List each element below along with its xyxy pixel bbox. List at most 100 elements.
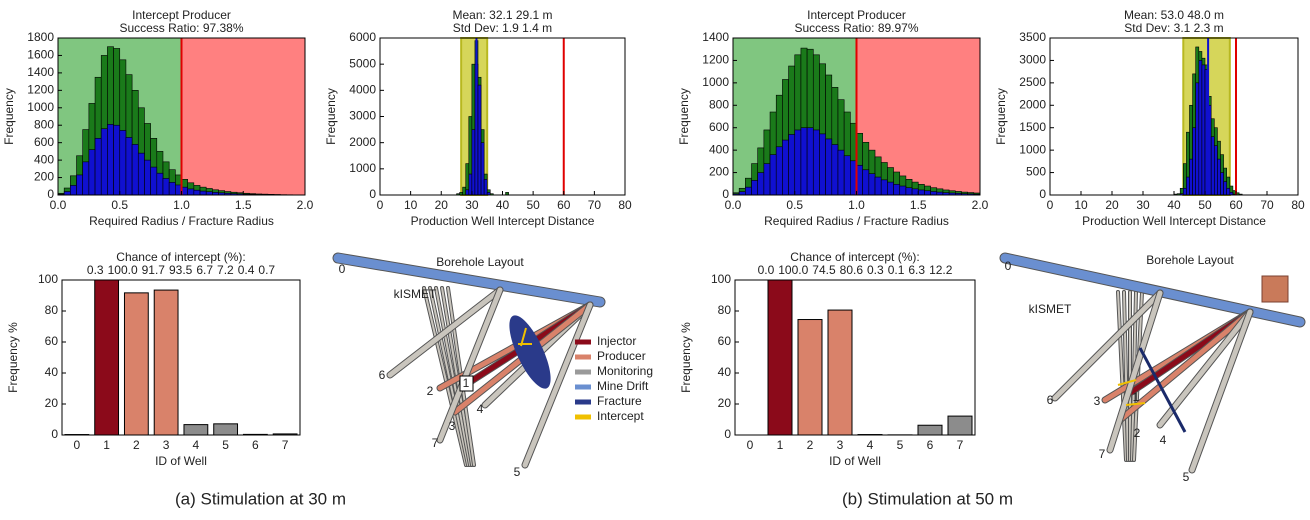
y-tick-label: 0: [722, 187, 729, 201]
chart-subtitle: Std Dev: 3.1 2.3 m: [1124, 21, 1223, 35]
hist-bar: [894, 184, 900, 195]
hist-bar: [924, 191, 930, 195]
x-tick-label: 1.5: [235, 198, 252, 212]
y-tick-label: 0: [51, 427, 58, 441]
region: [182, 38, 306, 195]
chart-title: Chance of intercept (%):: [116, 250, 245, 264]
y-tick-label: 0: [369, 187, 376, 201]
hist-bar: [481, 143, 484, 195]
hist-bar: [1221, 173, 1224, 195]
x-tick-label: 0.5: [111, 198, 128, 212]
x-tick-label: 1: [103, 438, 110, 452]
legend-label: Fracture: [597, 394, 642, 408]
x-tick-label: 1.0: [173, 198, 190, 212]
x-tick-label: 2.0: [972, 198, 989, 212]
chart-subtitle: Success Ratio: 97.38%: [119, 21, 243, 35]
hist-bar: [1224, 182, 1227, 195]
well-label: 1: [1133, 390, 1140, 404]
caption: (a) Stimulation at 30 m: [175, 489, 346, 508]
hist-bar: [739, 192, 745, 195]
y-tick-label: 1600: [27, 48, 54, 62]
hist-bar: [801, 128, 807, 195]
x-tick-label: 5: [897, 438, 904, 452]
well-label: 1: [463, 376, 470, 390]
x-tick-label: 80: [1291, 198, 1305, 212]
hist-bar: [83, 162, 89, 195]
y-axis-label: Frequency: [2, 88, 16, 145]
site-label: kISMET: [394, 287, 437, 301]
figure: (a) Stimulation at 30 m (b) Stimulation …: [0, 0, 1310, 520]
y-tick-label: 1400: [702, 30, 729, 44]
chart-title: Chance of intercept (%):: [790, 250, 919, 264]
value-label: 74.5: [812, 263, 836, 277]
y-tick-label: 800: [709, 97, 729, 111]
hist-bar: [770, 155, 776, 195]
y-tick-label: 0: [1039, 187, 1046, 201]
legend-swatch: [575, 385, 591, 390]
chart-subtitle: Success Ratio: 89.97%: [794, 21, 918, 35]
plot-frame: [380, 38, 625, 195]
hist-bar: [126, 137, 132, 195]
x-tick-label: 6: [927, 438, 934, 452]
legend-label: Intercept: [597, 409, 644, 423]
x-tick-label: 10: [404, 198, 418, 212]
hist-bar: [931, 192, 937, 195]
hist-bar: [120, 130, 126, 195]
hist-bar: [64, 192, 70, 195]
y-tick-label: 600: [34, 135, 54, 149]
hist-bar: [151, 167, 157, 195]
y-tick-label: 200: [34, 170, 54, 184]
bar: [918, 425, 942, 435]
y-tick-label: 60: [718, 334, 732, 348]
x-tick-label: 70: [588, 198, 602, 212]
legend-swatch: [575, 340, 591, 345]
y-tick-label: 40: [45, 365, 59, 379]
x-tick-label: 4: [867, 438, 874, 452]
hist-bar: [169, 182, 175, 195]
y-tick-label: 200: [709, 165, 729, 179]
y-axis-label: Frequency %: [6, 322, 20, 393]
y-tick-label: 0: [724, 427, 731, 441]
value-label: 0.1: [888, 263, 905, 277]
y-tick-label: 5000: [349, 56, 376, 70]
legend-swatch: [575, 355, 591, 360]
x-tick-label: 5: [222, 438, 229, 452]
diagram-title: Borehole Layout: [1146, 253, 1234, 267]
hist-bar: [144, 160, 150, 195]
hist-bar: [1202, 65, 1205, 195]
y-tick-label: 100: [711, 272, 731, 286]
y-tick-label: 60: [45, 334, 59, 348]
hist-bar: [819, 134, 825, 195]
x-tick-label: 50: [526, 198, 540, 212]
well-label: 2: [1134, 426, 1141, 440]
legend-label: Monitoring: [597, 364, 653, 378]
y-tick-label: 1200: [27, 83, 54, 97]
well-label: 4: [1160, 433, 1167, 447]
bar: [154, 290, 178, 435]
hist-bar: [114, 125, 120, 195]
bar: [124, 293, 148, 435]
hist-bar: [70, 185, 76, 195]
x-tick-label: 0.5: [786, 198, 803, 212]
hist-bar: [813, 130, 819, 195]
hist-bar: [776, 147, 782, 195]
y-tick-label: 1000: [349, 161, 376, 175]
y-tick-label: 80: [718, 303, 732, 317]
y-tick-label: 4000: [349, 83, 376, 97]
y-tick-label: 1000: [1019, 142, 1046, 156]
y-tick-label: 1800: [27, 30, 54, 44]
hist-bar: [887, 182, 893, 195]
well-label: 6: [379, 368, 386, 382]
x-tick-label: 4: [193, 438, 200, 452]
x-axis-label: Production Well Intercept Distance: [411, 214, 595, 228]
well-label: 5: [514, 465, 521, 479]
x-tick-label: 1.0: [848, 198, 865, 212]
y-tick-label: 20: [45, 396, 59, 410]
legend-label: Mine Drift: [597, 379, 649, 393]
page: {"chart_data": [ {"type": "histogram", "…: [0, 0, 1310, 520]
y-tick-label: 600: [709, 120, 729, 134]
well-label: 2: [427, 384, 434, 398]
y-tick-label: 800: [34, 117, 54, 131]
legend-swatch: [575, 415, 591, 420]
y-tick-label: 400: [34, 152, 54, 166]
